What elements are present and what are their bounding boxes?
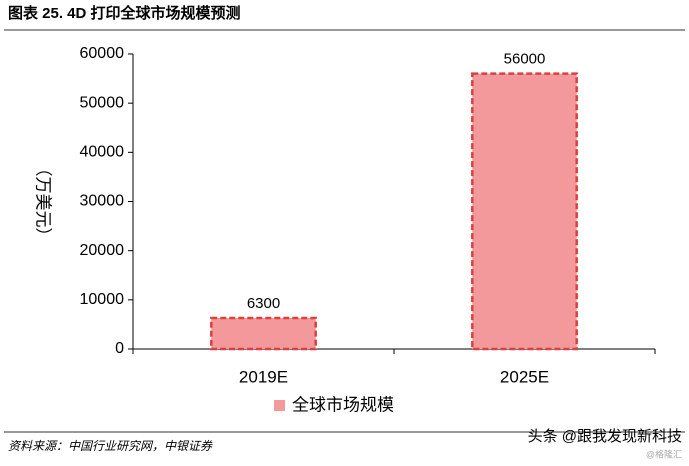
watermark: 头条 @跟我发现新科技: [528, 428, 682, 445]
y-tick-label: 50000: [80, 94, 125, 111]
y-tick-label: 60000: [80, 45, 125, 62]
watermark-small: @格隆汇: [646, 448, 682, 459]
bar: [471, 72, 578, 351]
y-tick-label: 0: [115, 340, 124, 357]
source-note: 资料来源：中国行业研究网，中银证券: [8, 439, 213, 453]
chart-title: 图表 25. 4D 打印全球市场规模预测: [8, 4, 241, 22]
y-tick-label: 30000: [80, 193, 125, 210]
y-tick-label: 10000: [80, 291, 125, 308]
value-label: 56000: [504, 51, 546, 68]
x-tick-label: 2019E: [239, 367, 288, 386]
y-tick-label: 20000: [80, 242, 125, 259]
y-axis-label: （万美元）: [34, 160, 53, 245]
bar: [210, 316, 317, 351]
legend-label: 全球市场规模: [292, 395, 394, 414]
y-tick-label: 40000: [80, 144, 125, 161]
value-label: 6300: [247, 295, 280, 312]
legend-swatch: [274, 400, 285, 411]
x-tick-label: 2025E: [500, 367, 549, 386]
